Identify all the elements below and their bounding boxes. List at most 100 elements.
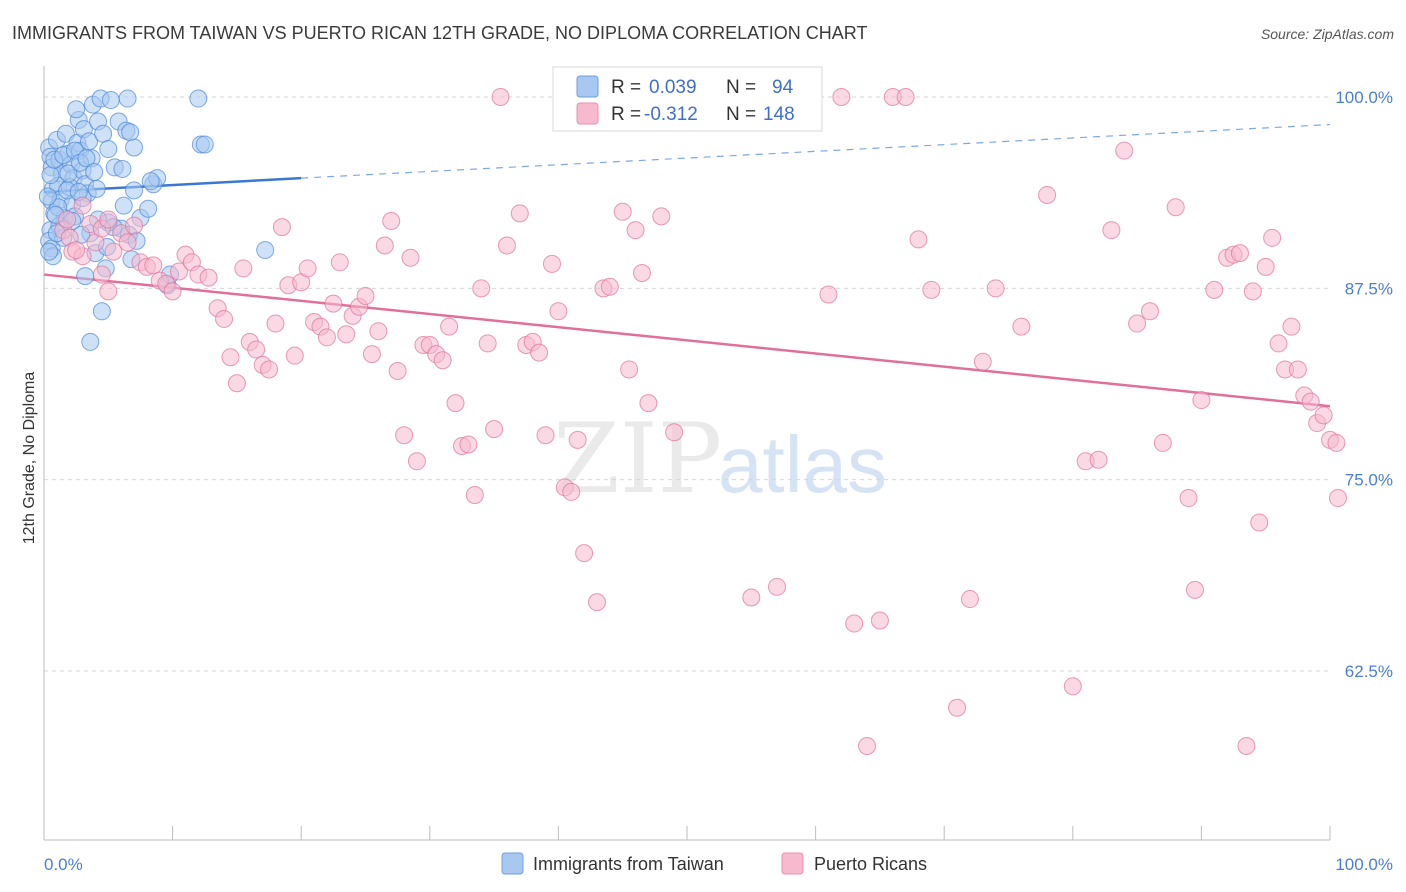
point-puerto-rican-104	[948, 698, 967, 717]
point-taiwan-92	[40, 242, 59, 261]
point-puerto-rican-122	[1205, 280, 1224, 299]
point-puerto-rican-133	[1282, 317, 1301, 336]
point-puerto-rican-44	[337, 325, 356, 344]
point-puerto-rican-145	[92, 265, 111, 284]
axes: 0.0% 100.0%	[43, 66, 1393, 874]
point-puerto-rican-38	[298, 259, 317, 278]
y-axis-label: 12th Grade, No Diploma	[21, 372, 38, 545]
point-puerto-rican-90	[665, 423, 684, 442]
point-puerto-rican-68	[491, 88, 510, 106]
bottom-legend-swatch-taiwan	[501, 852, 524, 875]
point-puerto-rican-130	[1263, 228, 1282, 247]
point-puerto-rican-1	[58, 210, 77, 229]
point-puerto-rican-9	[104, 242, 123, 261]
series-0-points	[38, 89, 275, 351]
series-legend: Immigrants from Taiwan Puerto Ricans	[501, 852, 927, 875]
point-puerto-rican-121	[1192, 391, 1211, 410]
point-taiwan-47	[125, 138, 144, 157]
point-puerto-rican-8	[99, 210, 118, 229]
point-puerto-rican-89	[652, 207, 671, 226]
point-puerto-rican-107	[986, 279, 1005, 298]
point-puerto-rican-101	[896, 88, 915, 106]
point-puerto-rican-48	[362, 345, 381, 364]
series-1-points	[54, 88, 1347, 756]
point-puerto-rican-120	[1185, 580, 1204, 599]
point-puerto-rican-144	[99, 282, 118, 301]
point-puerto-rican-141	[1329, 489, 1347, 508]
point-taiwan-85	[85, 163, 104, 182]
chart-title: IMMIGRANTS FROM TAIWAN VS PUERTO RICAN 1…	[12, 23, 867, 43]
x-tick-label-1: 100.0%	[1335, 855, 1393, 874]
point-puerto-rican-34	[272, 218, 291, 237]
point-puerto-rican-47	[356, 286, 375, 305]
point-puerto-rican-65	[472, 279, 491, 298]
y-tick-label-2: 75.0%	[1345, 471, 1393, 490]
stats-legend: R = 0.039 N = 94 R = -0.312 N = 148	[552, 66, 823, 132]
point-puerto-rican-125	[1230, 244, 1249, 263]
point-puerto-rican-63	[459, 435, 478, 454]
point-puerto-rican-138	[1314, 406, 1333, 425]
point-puerto-rican-116	[1140, 302, 1159, 321]
point-puerto-rican-64	[465, 485, 484, 504]
point-taiwan-65	[141, 172, 160, 191]
legend-n-value-2: 148	[763, 104, 795, 125]
point-puerto-rican-49	[369, 322, 388, 341]
point-taiwan-42	[118, 89, 137, 108]
point-taiwan-38	[99, 140, 118, 159]
point-puerto-rican-50	[375, 236, 394, 255]
point-puerto-rican-52	[388, 361, 407, 380]
point-puerto-rican-73	[530, 343, 549, 362]
point-taiwan-67	[114, 196, 133, 215]
point-puerto-rican-128	[1250, 513, 1269, 532]
point-puerto-rican-11	[118, 233, 137, 252]
point-puerto-rican-140	[1327, 433, 1346, 452]
point-puerto-rican-112	[1089, 450, 1108, 469]
watermark-atlas: atlas	[718, 420, 887, 509]
point-puerto-rican-75	[542, 254, 561, 273]
point-puerto-rican-78	[562, 482, 581, 501]
legend-swatch-puerto-rican	[576, 102, 599, 125]
x-tick-label-0: 0.0%	[44, 855, 83, 874]
point-puerto-rican-51	[382, 211, 401, 230]
legend-r-label-1: R =	[611, 77, 641, 98]
point-puerto-rican-80	[575, 544, 594, 563]
point-puerto-rican-53	[395, 426, 414, 445]
watermark-zip: ZIP	[553, 403, 722, 515]
point-taiwan-46	[121, 123, 140, 142]
point-puerto-rican-41	[317, 328, 336, 347]
point-taiwan-77	[38, 187, 57, 206]
legend-n-label-1: N =	[726, 77, 756, 98]
point-puerto-rican-131	[1269, 334, 1288, 353]
point-puerto-rican-109	[1038, 185, 1057, 204]
chart-source: Source: ZipAtlas.com	[1261, 26, 1394, 42]
point-taiwan-72	[256, 241, 275, 260]
point-puerto-rican-98	[858, 737, 877, 756]
point-puerto-rican-95	[819, 285, 838, 304]
point-taiwan-43	[189, 89, 208, 108]
data-points	[38, 88, 1347, 756]
point-taiwan-53	[76, 267, 95, 286]
point-puerto-rican-117	[1153, 433, 1172, 452]
point-puerto-rican-96	[832, 88, 851, 106]
point-puerto-rican-113	[1102, 221, 1121, 240]
point-puerto-rican-93	[768, 577, 787, 596]
point-puerto-rican-12	[125, 216, 144, 235]
point-puerto-rican-127	[1243, 282, 1262, 301]
point-taiwan-81	[59, 164, 78, 183]
point-puerto-rican-32	[260, 360, 279, 379]
point-puerto-rican-23	[199, 268, 218, 287]
bottom-legend-swatch-puerto-rican	[781, 852, 804, 875]
point-puerto-rican-97	[845, 614, 864, 633]
point-puerto-rican-126	[1237, 737, 1256, 756]
point-puerto-rican-15	[144, 256, 163, 275]
point-taiwan-87	[113, 159, 132, 178]
point-puerto-rican-36	[285, 346, 304, 365]
point-taiwan-62	[139, 199, 158, 218]
y-tick-label-1: 87.5%	[1345, 279, 1393, 298]
point-puerto-rican-79	[568, 430, 587, 449]
point-puerto-rican-118	[1166, 198, 1185, 217]
point-puerto-rican-102	[909, 230, 928, 249]
point-puerto-rican-99	[870, 611, 889, 630]
point-taiwan-54	[92, 302, 111, 321]
point-puerto-rican-74	[536, 426, 555, 445]
